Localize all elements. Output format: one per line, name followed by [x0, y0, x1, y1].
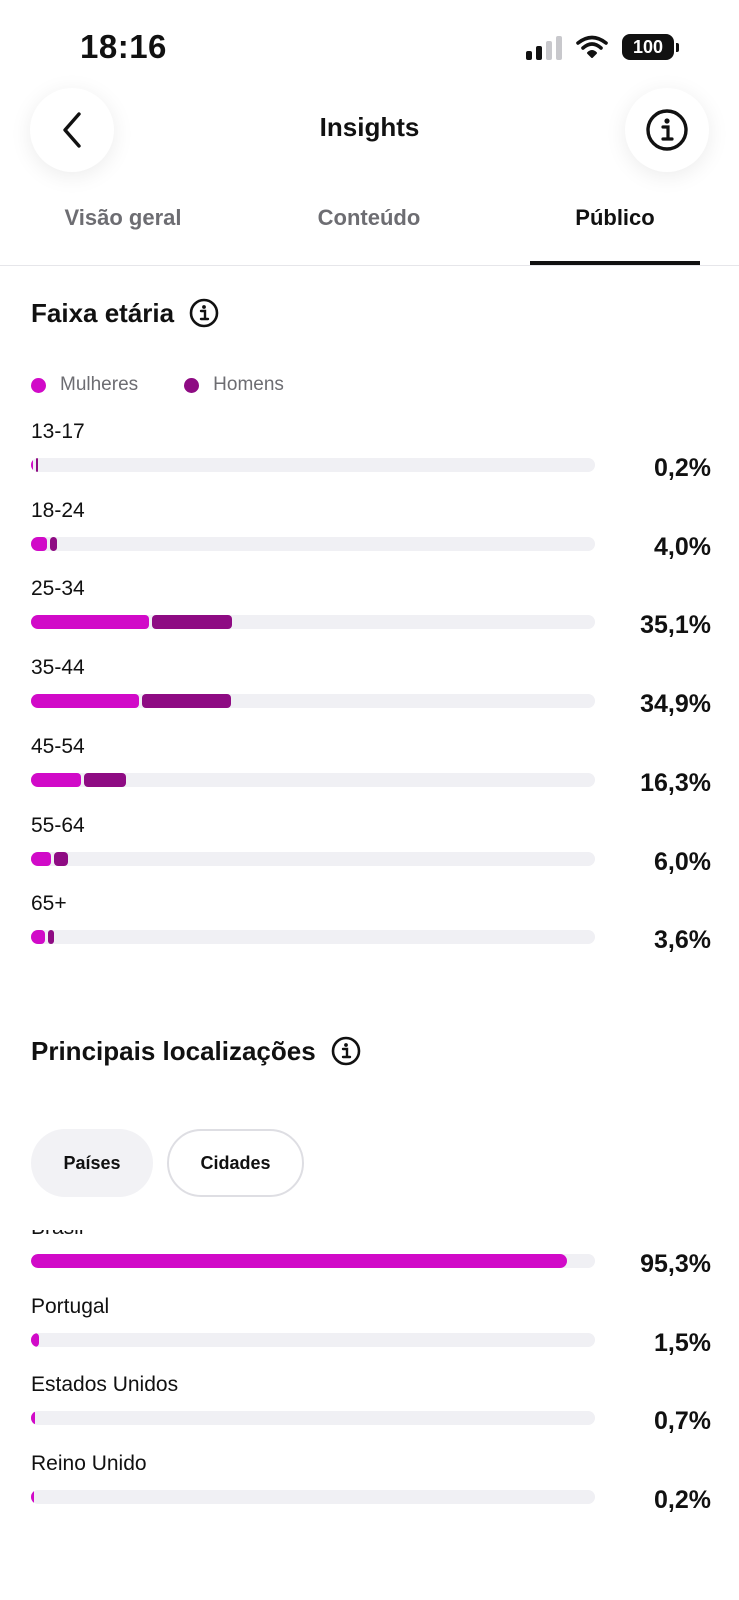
location-bar-track [31, 1411, 595, 1426]
age-row: 25-34 35,1% [31, 577, 711, 647]
age-row-label: 35-44 [31, 656, 85, 680]
age-bar-women [31, 772, 82, 787]
back-button[interactable] [30, 88, 114, 172]
age-row-value: 4,0% [654, 532, 711, 561]
location-row: Reino Unido 0,2% [31, 1452, 711, 1522]
age-bar-men [36, 458, 38, 472]
info-button[interactable] [625, 88, 709, 172]
age-section-header: Faixa etária [31, 297, 220, 329]
age-row: 35-44 34,9% [31, 656, 711, 726]
age-row-value: 6,0% [654, 847, 711, 876]
location-row-value: 1,5% [654, 1328, 711, 1357]
chart-legend: Mulheres Homens [31, 374, 284, 396]
location-row-label: Brasil [31, 1230, 84, 1240]
tab-bar: Visão geral Conteúdo Público [0, 205, 739, 266]
age-row-value: 16,3% [640, 768, 711, 797]
legend-dot-men [184, 377, 200, 393]
age-row-label: 45-54 [31, 734, 85, 758]
age-bar-track [31, 851, 595, 866]
location-row-value: 95,3% [640, 1250, 711, 1278]
age-row-label: 13-17 [31, 420, 85, 443]
age-bar-men [142, 694, 231, 709]
location-bar-fill [31, 1490, 34, 1505]
age-bar-track [31, 615, 595, 630]
cellular-signal-icon [526, 34, 562, 60]
age-row-label: 65+ [31, 892, 67, 916]
age-bar-track [31, 772, 595, 787]
location-row-label: Reino Unido [31, 1452, 147, 1476]
location-row-value: 0,2% [654, 1486, 711, 1515]
wifi-icon [576, 35, 608, 58]
age-section-title: Faixa etária [31, 297, 175, 328]
age-row: 45-54 16,3% [31, 735, 711, 805]
location-row: Brasil 95,3% [31, 1230, 711, 1286]
age-row-value: 34,9% [640, 690, 711, 719]
chevron-left-icon [63, 112, 81, 148]
location-filter: Países Cidades [31, 1129, 304, 1197]
legend-label-women: Mulheres [60, 374, 139, 395]
legend-dot-women [31, 377, 46, 393]
age-row: 55-64 6,0% [31, 814, 711, 884]
header: Insights [0, 88, 739, 172]
location-bar-track [31, 1332, 595, 1347]
age-row: 13-17 0,2% [31, 420, 711, 490]
info-icon[interactable] [330, 1035, 362, 1067]
age-bar-women [31, 458, 33, 472]
age-bar-women [31, 615, 149, 630]
age-row-value: 3,6% [654, 926, 711, 955]
age-row: 18-24 4,0% [31, 499, 711, 569]
legend-item-women: Mulheres [31, 374, 138, 396]
age-bar-track [31, 458, 595, 472]
age-bar-track [31, 694, 595, 709]
age-bar-track [31, 536, 595, 551]
location-bar-fill [31, 1254, 567, 1268]
age-bar-women [31, 851, 52, 866]
tab-content[interactable]: Conteúdo [317, 205, 421, 230]
location-bar-track [31, 1490, 595, 1505]
tab-audience[interactable]: Público [575, 205, 655, 230]
age-row-value: 35,1% [640, 611, 711, 640]
age-row-label: 18-24 [31, 498, 85, 522]
status-icons: 100 [526, 34, 679, 60]
location-bar-fill [31, 1332, 40, 1347]
status-bar: 18:16 100 [0, 0, 739, 90]
age-bar-women [31, 694, 140, 709]
filter-countries-button[interactable]: Países [31, 1129, 153, 1197]
location-row-label: Estados Unidos [31, 1373, 179, 1397]
age-row-value: 0,2% [654, 454, 711, 482]
info-icon [646, 109, 688, 151]
location-bar-track [31, 1254, 595, 1268]
active-tab-indicator [530, 261, 700, 265]
age-bar-men [54, 851, 68, 866]
location-row-value: 0,7% [654, 1407, 711, 1436]
location-row: Estados Unidos 0,7% [31, 1373, 711, 1443]
locations-section-title: Principais localizações [31, 1035, 316, 1066]
age-row: 65+ 3,6% [31, 892, 711, 962]
locations-section-header: Principais localizações [31, 1035, 362, 1067]
age-bar-men [84, 772, 126, 787]
page-title: Insights [319, 112, 420, 142]
age-bar-women [31, 536, 47, 551]
battery-level: 100 [622, 34, 674, 60]
age-bar-men [48, 930, 55, 945]
tab-overview[interactable]: Visão geral [64, 205, 182, 230]
filter-cities-button[interactable]: Cidades [167, 1129, 304, 1197]
age-row-label: 25-34 [31, 577, 85, 601]
location-bar-fill [31, 1411, 35, 1426]
location-row-label: Portugal [31, 1294, 110, 1318]
location-row: Portugal 1,5% [31, 1295, 711, 1365]
age-bar-women [31, 930, 46, 945]
locations-bar-list: Brasil 95,3% Portugal 1,5% Estados Unidos 0,7… [0, 1230, 739, 1538]
age-bar-track [31, 930, 595, 945]
age-bar-men [151, 615, 232, 630]
legend-item-men: Homens [184, 374, 284, 396]
status-time: 18:16 [80, 28, 167, 65]
battery-icon: 100 [622, 34, 679, 60]
age-bar-men [49, 536, 57, 551]
age-row-label: 55-64 [31, 813, 85, 837]
info-icon[interactable] [188, 297, 220, 329]
legend-label-men: Homens [213, 374, 284, 395]
